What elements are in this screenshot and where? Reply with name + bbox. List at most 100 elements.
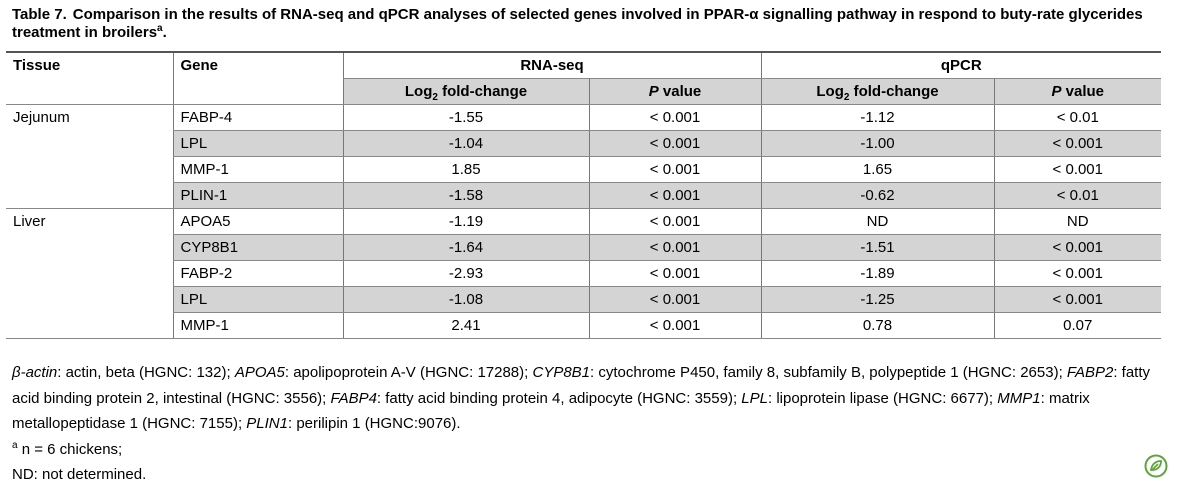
cell-tissue [6,234,173,260]
cell-qpcr-p-value: < 0.01 [993,182,1161,209]
header-row-1: Tissue Gene RNA-seq qPCR [6,51,1161,79]
cell-qpcr-fold-change: ND [760,208,994,235]
cell-rna-p-value: < 0.001 [588,208,761,235]
table-row: Jejunum FABP-4 -1.55 < 0.001 -1.12 < 0.01 [6,104,1161,131]
header-qpcr-fold-change: Log2 fold-change [760,78,994,105]
cell-rna-fold-change: -1.08 [342,286,589,313]
cell-tissue: Liver [13,212,46,230]
abbrev-gene: FABP2 [1066,364,1114,381]
cell-gene: LPL [172,286,343,313]
table-caption: Table 7. Comparison in the results of RNA… [12,6,1162,42]
table-row: PLIN-1 -1.58 < 0.001 -0.62 < 0.01 [6,182,1161,209]
cell-gene: LPL [172,130,343,157]
cell-rna-p-value: < 0.001 [588,182,761,209]
cell-qpcr-fold-change: -1.25 [760,286,994,313]
header-rna-fold-change: Log2 fold-change [342,78,589,105]
cell-qpcr-fold-change: -1.12 [760,104,994,131]
caption-footnote-mark: a [157,23,163,34]
abbrev-gene: PLIN1 [246,415,288,432]
header-rnaseq: RNA-seq [342,51,761,79]
cell-qpcr-p-value: < 0.001 [993,130,1161,157]
cell-rna-p-value: < 0.001 [588,234,761,261]
cell-qpcr-p-value: < 0.001 [993,156,1161,183]
cell-qpcr-p-value: ND [993,208,1161,235]
table-row: Liver APOA5 -1.19 < 0.001 ND ND [6,208,1161,235]
cell-rna-p-value: < 0.001 [588,260,761,287]
cell-qpcr-fold-change: 1.65 [760,156,994,183]
abbrev-desc: : perilipin 1 (HGNC:9076). [287,415,461,432]
table-row: FABP-2 -2.93 < 0.001 -1.89 < 0.001 [6,260,1161,287]
cell-tissue [6,260,173,286]
table-row: LPL -1.08 < 0.001 -1.25 < 0.001 [6,286,1161,313]
table-row: MMP-1 2.41 < 0.001 0.78 0.07 [6,312,1161,339]
cell-gene: CYP8B1 [172,234,343,261]
cell-tissue [6,130,173,156]
cell-qpcr-fold-change: 0.78 [760,312,994,339]
cell-rna-fold-change: -1.64 [342,234,589,261]
abbrev-gene: CYP8B1 [532,364,591,381]
cell-tissue [6,156,173,182]
abbreviations-note: β-actin: actin, beta (HGNC: 132); APOA5:… [12,360,1162,437]
nd-note: ND: not determined. [12,466,147,483]
abbrev-gene: LPL [741,389,768,407]
cell-rna-p-value: < 0.001 [588,104,761,131]
cell-rna-fold-change: -1.19 [342,208,589,235]
caption-end: . [162,24,167,41]
abbrev-gene: APOA5 [234,364,285,381]
caption-text: Comparison in the results of RNA-seq and… [12,6,1143,41]
cell-rna-p-value: < 0.001 [588,312,761,339]
cell-tissue: Jejunum [13,108,70,126]
cell-tissue [6,312,173,339]
cell-qpcr-p-value: < 0.001 [993,260,1161,287]
cell-qpcr-fold-change: -1.89 [760,260,994,287]
cell-tissue [6,286,173,312]
cell-qpcr-p-value: < 0.01 [993,104,1161,131]
abbrev-desc: : cytochrome P450, family 8, subfamily B… [590,364,1067,381]
table-label: Table 7. [12,6,67,23]
header-gene: Gene [172,51,343,78]
cell-gene: FABP-2 [172,260,343,287]
cell-rna-fold-change: -2.93 [342,260,589,287]
cell-gene: MMP-1 [172,156,343,183]
cell-qpcr-fold-change: -0.62 [760,182,994,209]
table-row: LPL -1.04 < 0.001 -1.00 < 0.001 [6,130,1161,157]
header-tissue: Tissue [6,51,173,78]
abbrev-gene: β-actin [12,364,58,381]
header-row-2: Log2 fold-change P value Log2 fold-chang… [6,78,1161,105]
abbrev-desc: : fatty acid binding protein 2, intestin… [12,364,1150,407]
header-qpcr: qPCR [760,51,1161,79]
cell-qpcr-fold-change: -1.00 [760,130,994,157]
footnote-a: a n = 6 chickens; [12,439,123,458]
cell-rna-fold-change: 1.85 [342,156,589,183]
header-blank-gene [172,78,343,105]
table-row: CYP8B1 -1.64 < 0.001 -1.51 < 0.001 [6,234,1161,261]
cell-rna-fold-change: 2.41 [342,312,589,339]
table-notes: β-actin: actin, beta (HGNC: 132); APOA5:… [12,360,1162,488]
cell-gene: APOA5 [172,208,343,235]
cell-qpcr-p-value: 0.07 [993,312,1161,339]
table-body: Jejunum FABP-4 -1.55 < 0.001 -1.12 < 0.01 LPL -… [6,104,1161,339]
cell-rna-p-value: < 0.001 [588,130,761,157]
header-qpcr-p-value: P value [993,78,1161,105]
abbrev-desc: : lipoprotein lipase (HGNC: 6677); [767,389,998,407]
cell-gene: PLIN-1 [172,182,343,209]
table-row: MMP-1 1.85 < 0.001 1.65 < 0.001 [6,156,1161,183]
cell-gene: MMP-1 [172,312,343,339]
cell-qpcr-p-value: < 0.001 [993,234,1161,261]
results-table: Tissue Gene RNA-seq qPCR Log2 fold-chang… [6,51,1161,339]
abbrev-desc: : matrix metallopeptidase 1 (HGNC: 7155)… [12,389,1090,433]
plos-leaf-logo-icon [1144,454,1168,478]
cell-tissue [6,182,173,209]
abbrev-gene: FABP4 [330,389,377,407]
abbrev-desc: : apolipoprotein A-V (HGNC: 17288); [284,364,533,381]
cell-rna-fold-change: -1.55 [342,104,589,131]
header-rna-p-value: P value [588,78,761,105]
abbrev-gene: MMP1 [997,389,1041,407]
header-blank-tissue [6,78,173,105]
cell-qpcr-fold-change: -1.51 [760,234,994,261]
abbrev-desc: : actin, beta (HGNC: 132); [57,364,235,381]
cell-rna-p-value: < 0.001 [588,156,761,183]
cell-qpcr-p-value: < 0.001 [993,286,1161,313]
cell-rna-fold-change: -1.58 [342,182,589,209]
cell-gene: FABP-4 [172,104,343,131]
